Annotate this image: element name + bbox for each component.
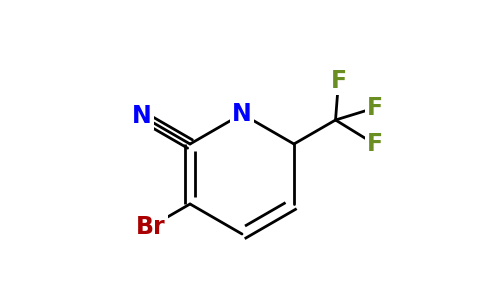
Text: F: F: [331, 69, 347, 93]
Text: N: N: [232, 102, 252, 126]
Text: N: N: [132, 104, 152, 128]
Text: F: F: [366, 96, 382, 120]
Text: F: F: [366, 132, 382, 156]
Text: Br: Br: [136, 214, 166, 239]
